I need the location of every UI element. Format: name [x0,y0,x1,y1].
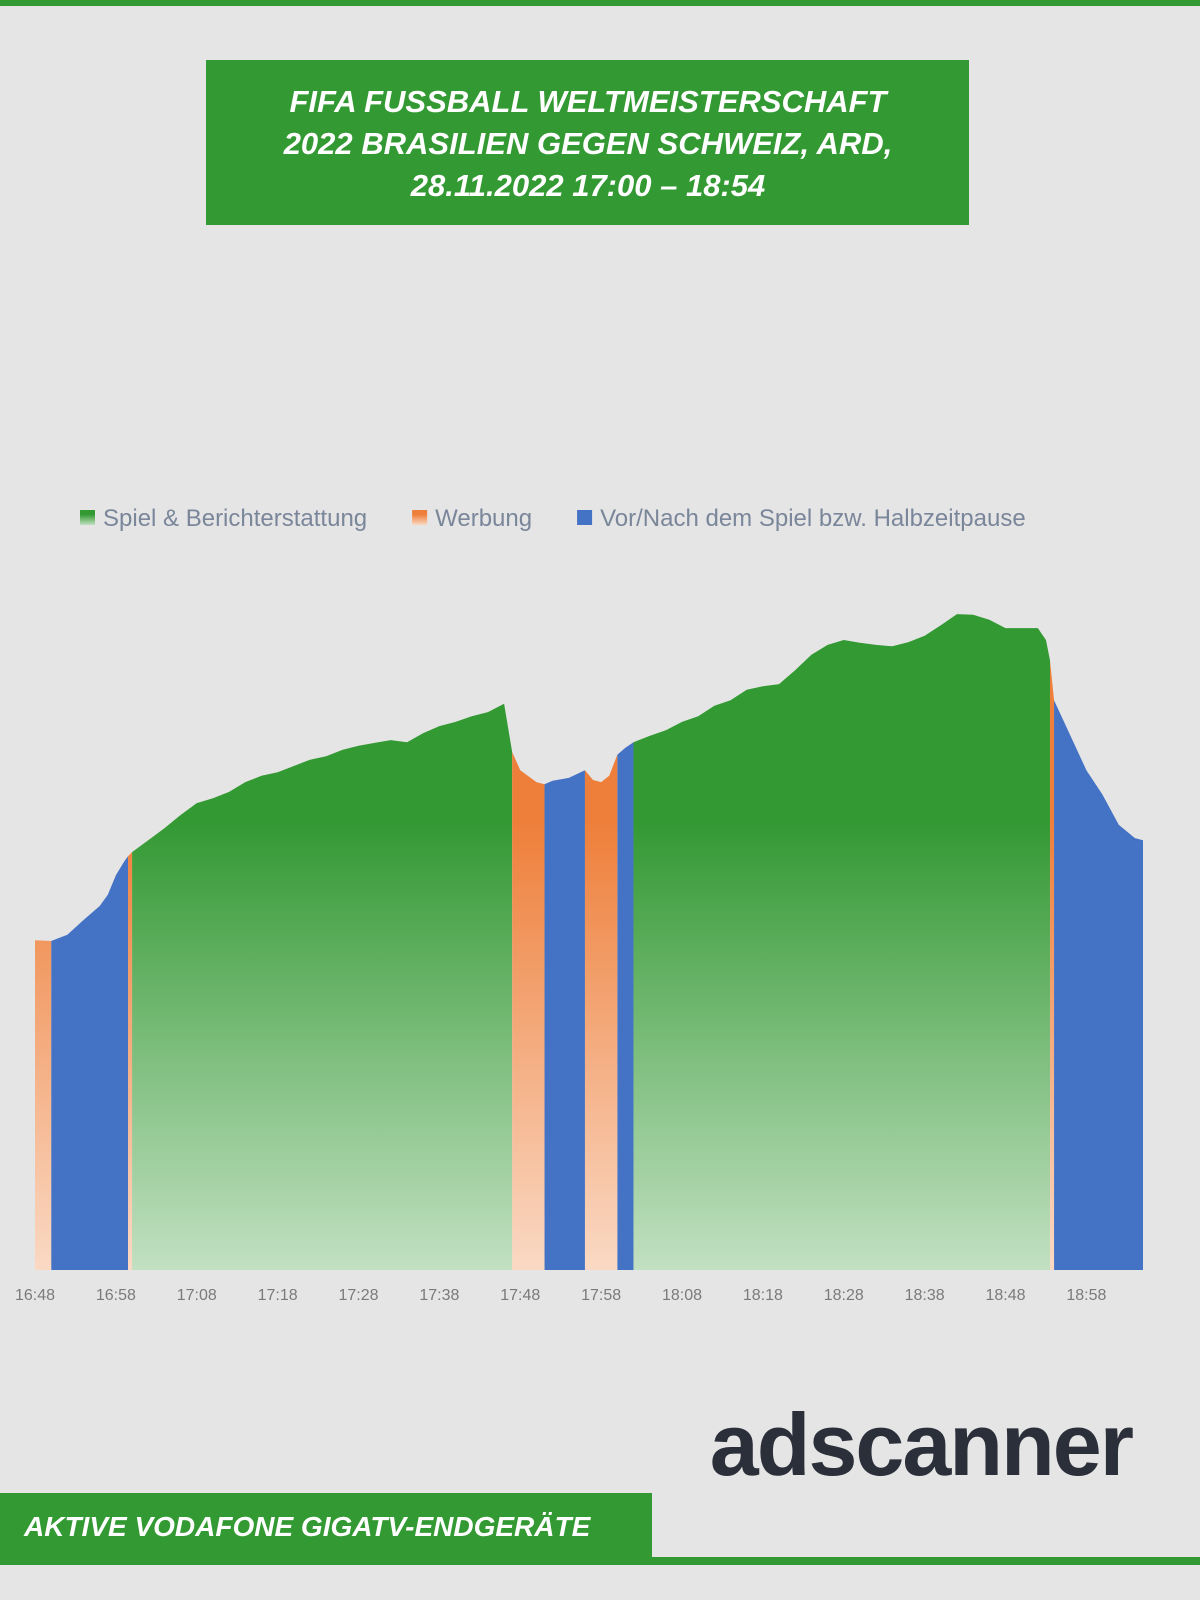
footer-text: AKTIVE VODAFONE GIGATV-ENDGERÄTE [23,1511,592,1542]
x-tick-label: 17:58 [581,1287,621,1304]
legend-label: Werbung [435,505,532,532]
chart-title: FIFA FUSSBALL WELTMEISTERSCHAFT [289,84,889,119]
area [1049,660,1055,1270]
area [1054,700,1143,1270]
x-tick-label: 18:28 [824,1287,864,1304]
legend-label: Spiel & Berichterstattung [103,505,367,532]
area [132,703,513,1270]
x-tick-label: 18:08 [662,1287,702,1304]
legend-label: Vor/Nach dem Spiel bzw. Halbzeitpause [600,505,1026,532]
area [633,614,1050,1270]
x-tick-label: 17:48 [500,1287,540,1304]
legend-marker [412,510,428,525]
x-tick-label: 18:58 [1066,1287,1106,1304]
area [617,742,634,1270]
top-bar [0,0,1200,6]
legend-marker [80,510,95,525]
logo: adscanner [710,1395,1133,1494]
x-tick-label: 17:08 [177,1287,217,1304]
area [128,852,133,1270]
x-tick-label: 17:28 [338,1287,378,1304]
area [35,940,52,1270]
area [544,770,585,1270]
x-tick-label: 16:58 [96,1287,136,1304]
chart-title: 28.11.2022 17:00 – 18:54 [410,168,766,203]
x-tick-label: 18:38 [905,1287,945,1304]
x-tick-label: 17:38 [419,1287,459,1304]
area [584,754,618,1270]
legend-marker [577,510,593,525]
x-tick-label: 18:18 [743,1287,783,1304]
area [51,856,129,1270]
title-box [206,60,969,225]
x-tick-label: 17:18 [258,1287,298,1304]
x-tick-label: 18:48 [985,1287,1025,1304]
chart-title: 2022 BRASILIEN GEGEN SCHWEIZ, ARD, [283,126,893,161]
x-tick-label: 16:48 [15,1287,55,1304]
area [512,752,545,1270]
footer-box [0,1493,652,1561]
